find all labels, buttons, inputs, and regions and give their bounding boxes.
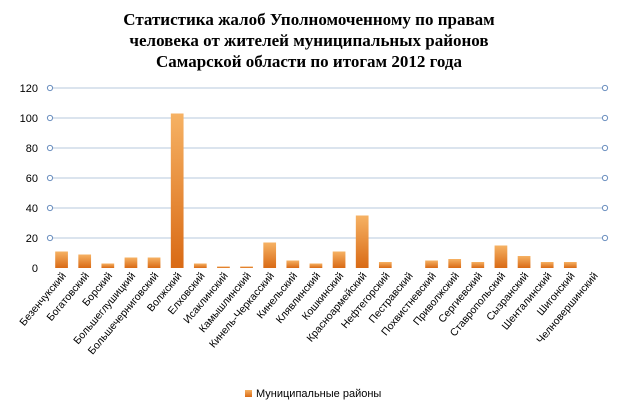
bar-1 (78, 254, 92, 268)
gridline-marker-left-20 (46, 234, 54, 242)
y-tick-label: 60 (26, 173, 38, 185)
bar-20 (517, 256, 531, 268)
bars (55, 113, 577, 268)
bar-14 (378, 262, 392, 268)
y-tick-label: 40 (26, 203, 38, 215)
bar-5 (170, 113, 184, 268)
bar-2 (101, 263, 115, 268)
bar-22 (563, 262, 577, 268)
gridline-marker-right-80 (601, 144, 609, 152)
bar-7 (217, 266, 230, 268)
y-tick-label: 80 (26, 143, 38, 155)
gridline-marker-right-60 (601, 174, 609, 182)
gridline-marker-left-40 (46, 204, 54, 212)
y-tick-label: 0 (32, 263, 38, 275)
chart-title-line-3: Самарской области по итогам 2012 года (156, 52, 463, 71)
legend-swatch (245, 390, 252, 397)
bar-6 (193, 263, 207, 268)
bar-11 (309, 263, 323, 268)
y-tick-label: 120 (20, 83, 38, 95)
gridline-marker-left-120 (46, 84, 54, 92)
bar-17 (448, 259, 462, 268)
bar-19 (494, 245, 508, 268)
bar-18 (471, 262, 485, 268)
chart-title-line-1: Статистика жалоб Уполномоченному по прав… (123, 10, 495, 29)
bar-16 (425, 260, 438, 268)
chart-title: Статистика жалоб Уполномоченному по прав… (123, 10, 495, 71)
x-axis-labels: БезенчукскийБогатовскийБорскийБольшеглуш… (17, 270, 600, 357)
bar-21 (540, 262, 554, 268)
gridline-marker-left-60 (46, 174, 54, 182)
gridline-marker-left-100 (46, 114, 54, 122)
bar-10 (286, 260, 300, 268)
y-tick-label: 20 (26, 233, 38, 245)
gridline-marker-right-40 (601, 204, 609, 212)
gridline-marker-left-80 (46, 144, 54, 152)
bar-4 (147, 257, 161, 268)
bar-0 (55, 251, 68, 268)
bar-12 (332, 251, 346, 268)
legend: Муниципальные районы (245, 388, 381, 400)
chart-title-line-2: человека от жителей муниципальных районо… (129, 31, 488, 50)
gridline-marker-right-20 (601, 234, 609, 242)
gridline-marker-right-100 (601, 114, 609, 122)
legend-label: Муниципальные районы (256, 388, 381, 400)
bar-8 (240, 266, 253, 268)
y-tick-label: 100 (20, 113, 38, 125)
bar-3 (124, 257, 138, 268)
grid-lines (46, 84, 609, 242)
bar-13 (355, 215, 369, 268)
y-axis-ticks: 0 20 40 60 80 100 120 (20, 83, 38, 275)
gridline-marker-right-120 (601, 84, 609, 92)
bar-9 (263, 242, 277, 268)
